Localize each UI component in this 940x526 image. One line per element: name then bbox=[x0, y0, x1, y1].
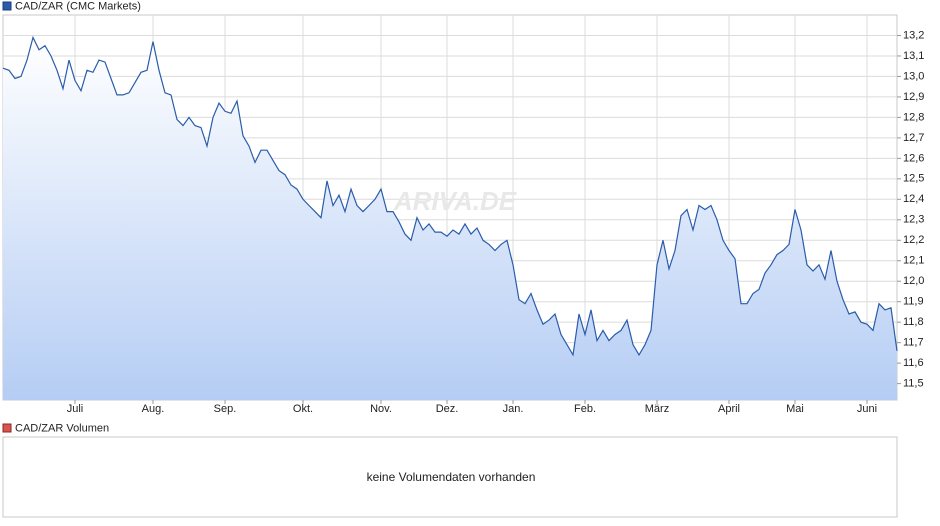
y-tick-label: 13,1 bbox=[903, 50, 924, 62]
y-tick-label: 11,5 bbox=[903, 378, 924, 390]
y-tick-label: 13,2 bbox=[903, 29, 924, 41]
area bbox=[3, 37, 897, 400]
y-tick-label: 11,8 bbox=[903, 316, 924, 328]
legend-marker bbox=[2, 423, 12, 433]
y-tick-label: 12,3 bbox=[903, 214, 924, 226]
y-tick-label: 12,7 bbox=[903, 132, 924, 144]
x-tick-label: Juni bbox=[857, 403, 877, 415]
x-tick-label: März bbox=[645, 403, 669, 415]
y-tick-label: 13,0 bbox=[903, 70, 924, 82]
y-tick-label: 12,6 bbox=[903, 152, 924, 164]
x-tick-label: Dez. bbox=[436, 403, 459, 415]
y-tick-label: 12,4 bbox=[903, 193, 924, 205]
legend-marker bbox=[2, 1, 12, 11]
legend-label: CAD/ZAR Volumen bbox=[15, 422, 109, 434]
x-tick-label: Juli bbox=[67, 403, 84, 415]
y-tick-label: 11,7 bbox=[903, 337, 924, 349]
x-tick-label: Jan. bbox=[503, 403, 524, 415]
x-tick-label: Feb. bbox=[574, 403, 596, 415]
legend-label: CAD/ZAR (CMC Markets) bbox=[15, 0, 141, 12]
x-tick-label: Okt. bbox=[293, 403, 313, 415]
x-tick-label: Nov. bbox=[370, 403, 392, 415]
x-tick-label: Aug. bbox=[142, 403, 165, 415]
line bbox=[2, 35, 898, 357]
y-tick-label: 12,0 bbox=[903, 275, 924, 287]
watermark: ARIVA.DE bbox=[393, 186, 517, 216]
y-tick-label: 11,9 bbox=[903, 296, 924, 308]
y-tick-label: 12,9 bbox=[903, 91, 924, 103]
x-tick-label: Sep. bbox=[214, 403, 237, 415]
x-tick-label: April bbox=[718, 403, 740, 415]
volume-message: keine Volumendaten vorhanden bbox=[367, 470, 536, 484]
y-tick-label: 12,8 bbox=[903, 111, 924, 123]
y-tick-label: 12,1 bbox=[903, 255, 924, 267]
volume-frame bbox=[2, 436, 898, 518]
y-tick-label: 11,6 bbox=[903, 357, 924, 369]
y-tick-label: 12,2 bbox=[903, 234, 924, 246]
y-tick-label: 12,5 bbox=[903, 173, 924, 185]
x-tick-label: Mai bbox=[786, 403, 804, 415]
